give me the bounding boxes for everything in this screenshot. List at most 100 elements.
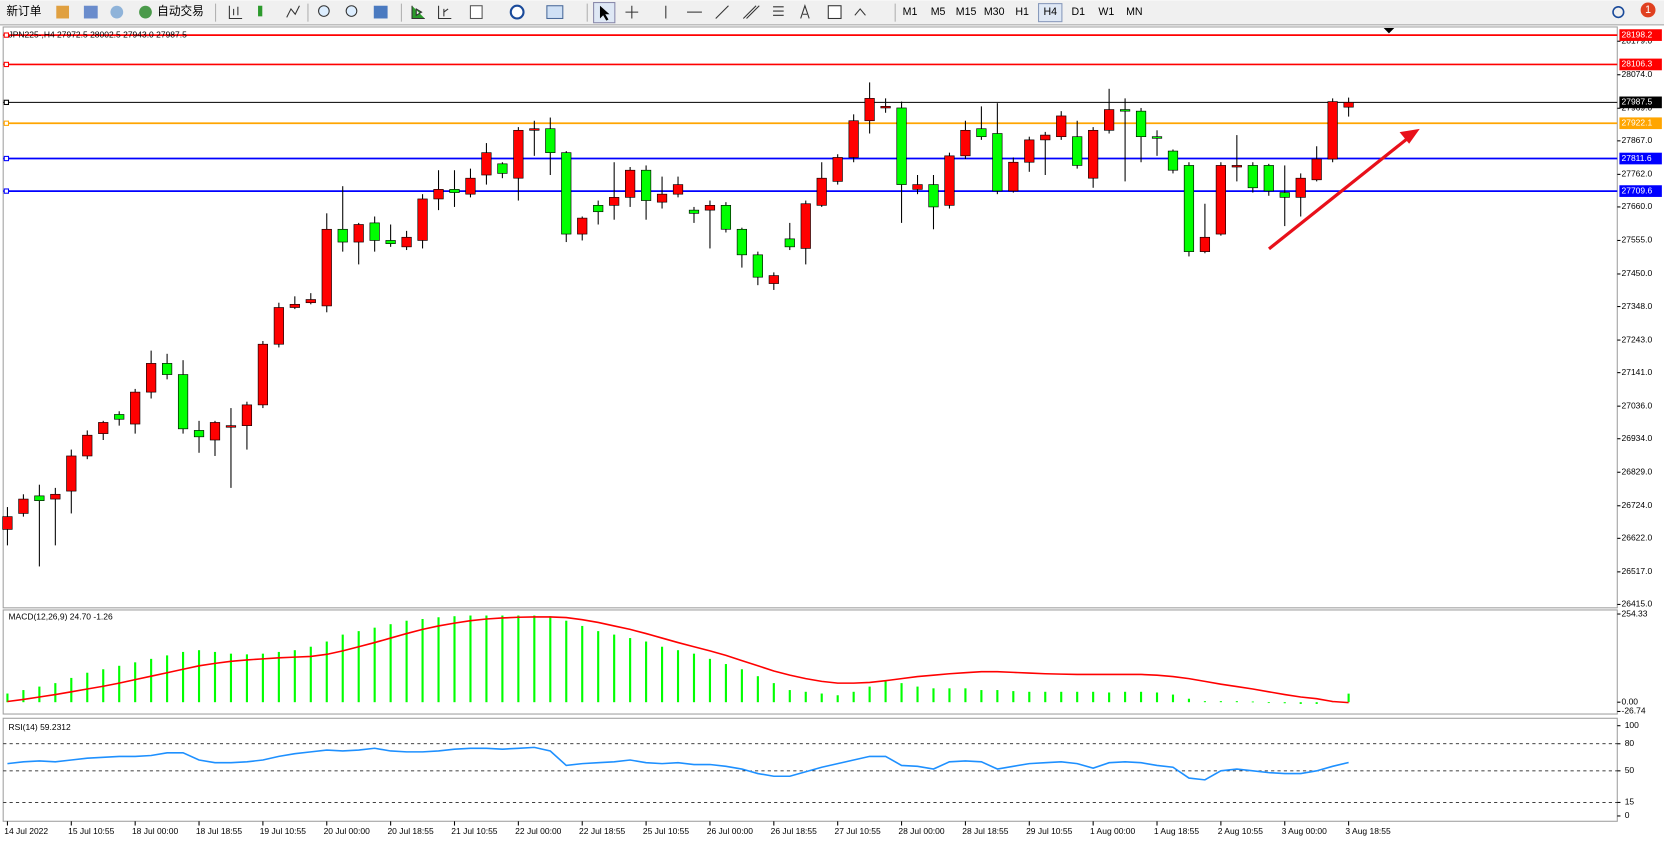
- icon[interactable]: [110, 5, 124, 19]
- macd-bar: [932, 688, 935, 703]
- macd-bar: [245, 654, 248, 703]
- timeframe-button[interactable]: D1: [1071, 6, 1085, 18]
- timeframe-button[interactable]: W1: [1098, 6, 1114, 18]
- x-tick-label: 1 Aug 18:55: [1154, 826, 1200, 836]
- candle-body: [944, 155, 955, 206]
- macd-bar: [1092, 691, 1095, 703]
- icon[interactable]: [83, 5, 98, 19]
- macd-bar: [549, 616, 552, 703]
- macd-bar: [820, 693, 823, 703]
- macd-bar: [1171, 694, 1175, 703]
- candle-body: [976, 128, 987, 138]
- macd-bar: [118, 665, 121, 703]
- autoscroll-button[interactable]: [411, 5, 425, 20]
- candle-chart-button[interactable]: [258, 5, 263, 17]
- rsi-chart: 100 80 50 15 0: [3, 720, 1639, 820]
- templates-button[interactable]: [546, 5, 564, 20]
- macd-bar: [884, 681, 887, 703]
- channel-button[interactable]: [742, 5, 760, 19]
- price-level-handle: [3, 99, 10, 106]
- macd-bar: [437, 617, 440, 703]
- crosshair-button[interactable]: [625, 5, 639, 19]
- indicators-button[interactable]: [469, 5, 483, 20]
- candle-body: [1024, 139, 1035, 163]
- timeframe-button[interactable]: H4: [1043, 6, 1057, 18]
- arrows-button[interactable]: [854, 8, 866, 16]
- candle-body: [1183, 165, 1195, 252]
- bar-chart-button[interactable]: [228, 5, 243, 20]
- macd-bar: [804, 691, 807, 703]
- macd-bar: [948, 688, 951, 703]
- periods-button[interactable]: [509, 4, 525, 20]
- candle-body: [241, 404, 253, 426]
- candle-body: [98, 422, 109, 434]
- macd-bar: [1139, 691, 1143, 703]
- macd-bar: [166, 655, 169, 703]
- macd-bar: [645, 641, 648, 703]
- text-button[interactable]: [800, 4, 810, 19]
- macd-bar: [772, 683, 775, 703]
- timeframe-button[interactable]: MN: [1126, 6, 1143, 18]
- candle-body: [1056, 115, 1067, 138]
- x-tick-label: 28 Jul 00:00: [898, 826, 945, 836]
- macd-bar: [86, 672, 89, 703]
- y-tick-label: 26415.0: [1622, 599, 1653, 609]
- timeframe-button[interactable]: M1: [903, 6, 918, 18]
- active-timeframe-frame: [1038, 3, 1063, 23]
- tile-button[interactable]: [373, 5, 388, 19]
- macd-bar: [373, 627, 376, 703]
- line-chart-button[interactable]: [286, 5, 300, 18]
- macd-title: MACD(12,26,9) 24.70 -1.26: [8, 612, 113, 622]
- macd-bar: [1235, 701, 1238, 703]
- candle-body: [609, 197, 620, 206]
- candle-body: [1311, 158, 1322, 181]
- icon[interactable]: [139, 5, 152, 19]
- macd-bar: [581, 625, 584, 703]
- annotation-arrowhead: [1399, 128, 1420, 144]
- macd-panel: [2, 609, 1618, 715]
- trendline-button[interactable]: [715, 5, 729, 19]
- y-tick-label: 26724.0: [1622, 500, 1653, 510]
- auto-trading-button[interactable]: 自动交易: [157, 4, 204, 18]
- candle-body: [992, 133, 1003, 192]
- candle-body: [1151, 136, 1163, 139]
- price-level-label: 27987.5: [1622, 97, 1653, 107]
- macd-bar: [485, 615, 488, 703]
- timeframe-button[interactable]: M15: [956, 6, 977, 18]
- timeframe-button[interactable]: H1: [1015, 6, 1029, 18]
- macd-signal-line: [7, 616, 1349, 704]
- candle-body: [209, 422, 221, 441]
- macd-bar: [197, 650, 201, 703]
- fibo-button[interactable]: [773, 6, 784, 16]
- candle-body: [1263, 165, 1274, 192]
- macd-bar: [357, 631, 360, 703]
- new-order-button[interactable]: 新订单: [6, 4, 41, 18]
- macd-bar: [1028, 691, 1031, 703]
- zoom-in-button[interactable]: [318, 5, 330, 17]
- candle-body: [225, 425, 237, 428]
- zoom-out-button[interactable]: [345, 5, 358, 17]
- icon[interactable]: [56, 5, 70, 19]
- macd-bar: [1299, 702, 1302, 704]
- x-tick-label: 1 Aug 00:00: [1090, 826, 1136, 836]
- timeframe-button[interactable]: M30: [984, 6, 1005, 18]
- candle-body: [577, 217, 588, 235]
- y-tick-label: 27243.0: [1622, 334, 1653, 344]
- candle-body: [353, 224, 364, 243]
- macd-bar: [1060, 691, 1063, 703]
- search-button[interactable]: [1612, 5, 1625, 19]
- macd-bar: [836, 695, 839, 703]
- notification-badge[interactable]: [1640, 2, 1656, 18]
- macd-bar: [261, 653, 264, 703]
- annotation-arrow: [1267, 135, 1412, 251]
- timeframe-button[interactable]: M5: [931, 6, 946, 18]
- shift-button[interactable]: [438, 5, 452, 20]
- candle-body: [1072, 136, 1083, 166]
- y-tick-label: 26517.0: [1622, 566, 1653, 576]
- y-tick-label: 0: [1625, 810, 1630, 820]
- label-button[interactable]: [827, 5, 842, 20]
- candle-body: [688, 209, 700, 214]
- macd-bar: [980, 690, 983, 703]
- macd-bar: [517, 615, 520, 703]
